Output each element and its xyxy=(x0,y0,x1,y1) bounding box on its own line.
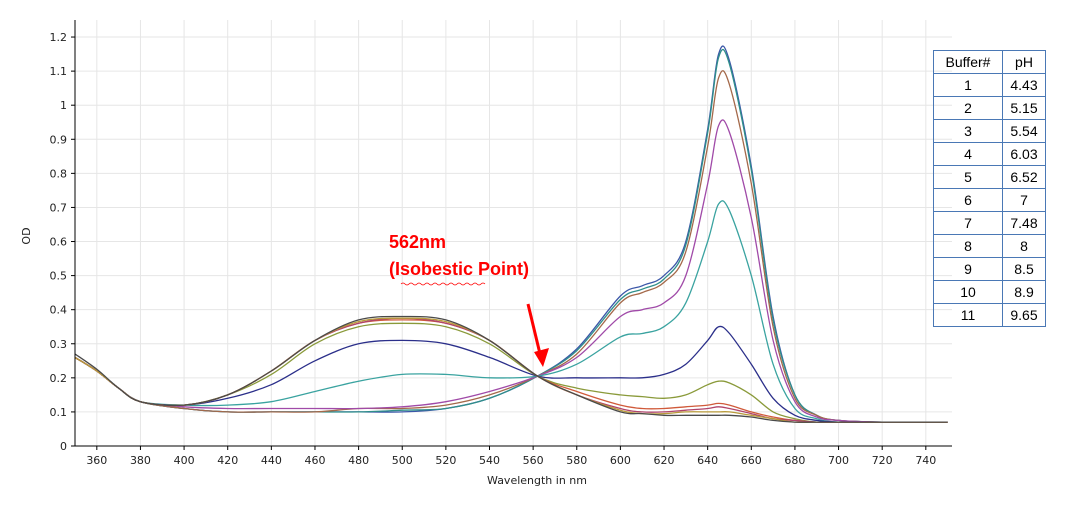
spectrum-line-buffer-5 xyxy=(74,200,948,424)
ph-column-header: pH xyxy=(1002,50,1046,74)
buffer-number-cell: 1 xyxy=(933,73,1003,97)
y-tick-label: 0.8 xyxy=(50,167,68,180)
spectrum-line-buffer-4 xyxy=(74,119,948,423)
y-tick-label: 0.9 xyxy=(50,133,68,146)
ph-value-cell: 9.65 xyxy=(1002,303,1046,327)
annotation-arrowhead xyxy=(534,348,549,367)
x-tick-label: 660 xyxy=(741,454,762,467)
y-tick-label: 0.6 xyxy=(50,236,68,249)
buffer-number-cell: 4 xyxy=(933,142,1003,166)
y-tick-label: 1.1 xyxy=(50,65,68,78)
table-row: 5 6.52 xyxy=(933,165,1046,189)
x-tick-label: 400 xyxy=(174,454,195,467)
ph-value-cell: 6.52 xyxy=(1002,165,1046,189)
ph-value-cell: 5.54 xyxy=(1002,119,1046,143)
y-tick-label: 0.2 xyxy=(50,372,68,385)
x-tick-label: 440 xyxy=(261,454,282,467)
x-tick-label: 560 xyxy=(523,454,544,467)
x-axis-label: Wavelength in nm xyxy=(487,474,587,487)
table-row: 2 5.15 xyxy=(933,96,1046,120)
table-row: 11 9.65 xyxy=(933,303,1046,327)
annotation-wavelength: 562nm xyxy=(389,232,446,252)
ph-value-cell: 5.15 xyxy=(1002,96,1046,120)
table-row: 4 6.03 xyxy=(933,142,1046,166)
x-tick-labels: 360 380 400 420 440 460 480 500 520 540 560 580 600 6… xyxy=(86,446,936,467)
isobestic-annotation: 562nm (Isobestic Point) xyxy=(389,232,549,367)
buffer-number-cell: 7 xyxy=(933,211,1003,235)
x-tick-label: 460 xyxy=(304,454,325,467)
table-row: 7 7.48 xyxy=(933,211,1046,235)
x-tick-label: 680 xyxy=(784,454,805,467)
x-tick-label: 360 xyxy=(86,454,107,467)
ph-value-cell: 6.03 xyxy=(1002,142,1046,166)
x-tick-label: 720 xyxy=(872,454,893,467)
spectrum-line-buffer-3 xyxy=(74,70,948,423)
x-tick-label: 500 xyxy=(392,454,413,467)
buffer-column-header: Buffer# xyxy=(933,50,1003,74)
table-row: 3 5.54 xyxy=(933,119,1046,143)
y-tick-label: 0.3 xyxy=(50,338,68,351)
spectrum-line-buffer-9 xyxy=(74,317,948,423)
y-tick-label: 1 xyxy=(60,99,67,112)
y-tick-label: 0 xyxy=(60,440,67,453)
buffer-number-cell: 9 xyxy=(933,257,1003,281)
table-header-row: Buffer# pH xyxy=(933,50,1046,74)
annotation-label: (Isobestic Point) xyxy=(389,259,529,279)
buffer-number-cell: 6 xyxy=(933,188,1003,212)
spectrum-lines xyxy=(74,45,948,424)
axes xyxy=(74,20,952,447)
ph-value-cell: 4.43 xyxy=(1002,73,1046,97)
table-row: 9 8.5 xyxy=(933,257,1046,281)
x-tick-label: 420 xyxy=(217,454,238,467)
y-tick-label: 0.1 xyxy=(50,406,68,419)
spellcheck-underline xyxy=(400,282,486,286)
buffer-number-cell: 3 xyxy=(933,119,1003,143)
buffer-number-cell: 10 xyxy=(933,280,1003,304)
gridlines xyxy=(75,20,952,446)
y-axis-label: OD xyxy=(20,227,33,244)
x-tick-label: 740 xyxy=(915,454,936,467)
x-tick-label: 520 xyxy=(435,454,456,467)
buffer-number-cell: 8 xyxy=(933,234,1003,258)
y-tick-label: 0.7 xyxy=(50,201,68,214)
buffer-number-cell: 2 xyxy=(933,96,1003,120)
x-tick-label: 620 xyxy=(654,454,675,467)
spectrum-line-buffer-8 xyxy=(74,319,948,423)
x-tick-label: 700 xyxy=(828,454,849,467)
spectrum-line-buffer-6 xyxy=(74,325,948,423)
buffer-number-cell: 11 xyxy=(933,303,1003,327)
table-row: 10 8.9 xyxy=(933,280,1046,304)
spectrum-line-buffer-11 xyxy=(74,315,948,423)
y-tick-label: 0.5 xyxy=(50,270,68,283)
annotation-arrow xyxy=(526,303,543,359)
x-tick-label: 380 xyxy=(130,454,151,467)
x-tick-label: 640 xyxy=(697,454,718,467)
x-tick-label: 580 xyxy=(566,454,587,467)
ph-value-cell: 7 xyxy=(1002,188,1046,212)
spectrum-line-buffer-10 xyxy=(74,317,948,424)
y-tick-label: 1.2 xyxy=(50,31,68,44)
ph-value-cell: 8.5 xyxy=(1002,257,1046,281)
buffer-ph-table: Buffer# pH 1 4.43 2 5.15 3 5.54 4 6.03 5 6.52 6 7 7 7… xyxy=(933,50,1046,327)
ph-value-cell: 8.9 xyxy=(1002,280,1046,304)
x-tick-label: 540 xyxy=(479,454,500,467)
buffer-number-cell: 5 xyxy=(933,165,1003,189)
x-tick-label: 480 xyxy=(348,454,369,467)
y-tick-label: 0.4 xyxy=(50,304,68,317)
ph-value-cell: 7.48 xyxy=(1002,211,1046,235)
table-row: 1 4.43 xyxy=(933,73,1046,97)
y-tick-labels: 0 0.1 0.2 0.3 0.4 0.5 0.6 0.7 0.8 0.9 1 1.1 1.2 xyxy=(50,31,75,453)
ph-value-cell: 8 xyxy=(1002,234,1046,258)
x-tick-label: 600 xyxy=(610,454,631,467)
